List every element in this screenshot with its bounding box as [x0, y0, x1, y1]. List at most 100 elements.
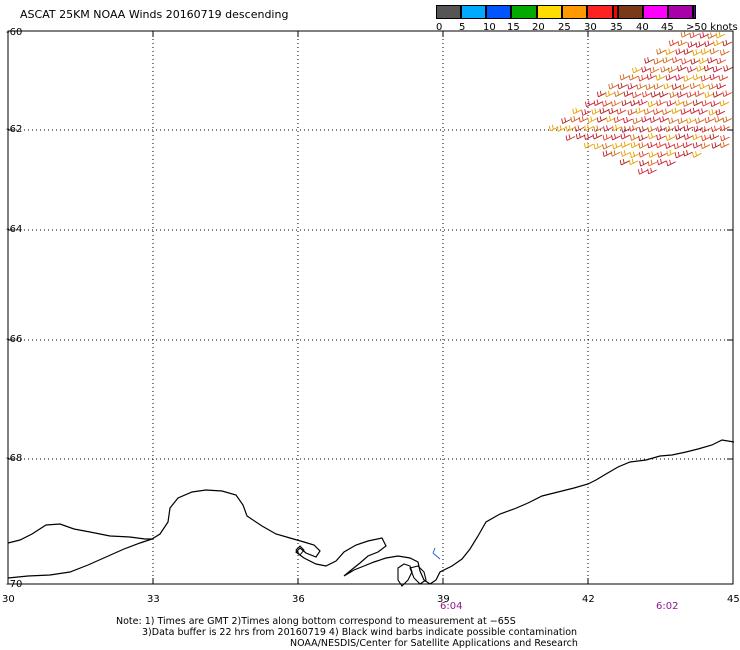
wind-barb: [707, 57, 717, 64]
wind-barb: [636, 83, 647, 90]
wind-barb: [646, 73, 657, 80]
legend-label-25: 25: [558, 22, 571, 33]
wind-barb: [665, 134, 676, 141]
wind-barb: [620, 141, 631, 148]
wind-barb: [720, 124, 730, 132]
wind-barb: [666, 100, 677, 107]
wind-barb: [665, 125, 675, 133]
lat-label-64: -64: [6, 224, 23, 235]
wind-barb: [655, 141, 666, 149]
wind-barb-blue: [432, 547, 441, 560]
wind-barb: [619, 158, 630, 166]
wind-barb: [708, 83, 718, 90]
wind-barb: [671, 83, 682, 91]
axis-ticks: [7, 30, 734, 585]
wind-barb: [655, 74, 666, 81]
wind-barb: [713, 39, 723, 47]
wind-barb: [621, 126, 631, 133]
wind-barb: [656, 99, 666, 107]
wind-barb: [570, 115, 581, 123]
wind-barb: [683, 48, 694, 55]
wind-barb: [674, 151, 685, 159]
wind-barb: [639, 160, 649, 167]
wind-barb: [715, 31, 726, 39]
grid-lines: [8, 31, 733, 584]
wind-barb: [722, 90, 732, 97]
wind-barb: [647, 141, 657, 149]
wind-barb: [647, 132, 658, 140]
wind-barb: [642, 91, 652, 98]
wind-barb: [593, 143, 604, 150]
wind-barb: [662, 56, 673, 64]
wind-barb: [674, 125, 685, 132]
wind-barb: [722, 39, 733, 47]
wind-barb: [641, 66, 651, 73]
wind-barb: [723, 65, 733, 72]
wind-barb: [683, 75, 693, 82]
note-line-3: NOAA/NESDIS/Center for Satellite Applica…: [290, 638, 578, 649]
wind-barb: [656, 48, 666, 55]
wind-barb: [712, 65, 723, 73]
wind-barb: [663, 82, 674, 90]
wind-barb: [612, 142, 622, 150]
wind-barb: [583, 133, 594, 140]
wind-barb: [715, 109, 726, 116]
wind-barb: [677, 117, 688, 125]
wind-barb: [630, 141, 641, 149]
chart-title: ASCAT 25KM NOAA Winds 20160719 descendin…: [20, 8, 289, 21]
wind-barb: [709, 73, 720, 81]
wind-barb: [638, 126, 649, 133]
legend-label-45: 45: [661, 22, 674, 33]
pass-time-1: 6:04: [440, 601, 463, 612]
legend-label-5: 5: [459, 22, 466, 33]
wind-barb: [667, 66, 678, 73]
wind-barb: [689, 82, 700, 90]
wind-barb: [690, 58, 701, 65]
lat-label-62: -62: [6, 124, 23, 135]
wind-barb: [650, 91, 661, 98]
wind-barb: [718, 74, 729, 82]
wind-barb: [695, 41, 706, 48]
legend-swatch-3: [511, 5, 537, 19]
wind-barb: [592, 132, 603, 140]
lon-label-42: 42: [582, 594, 595, 605]
legend-swatch-10: [668, 5, 693, 19]
wind-barb: [593, 99, 604, 106]
wind-barb: [644, 57, 654, 64]
wind-barb: [608, 107, 618, 115]
wind-barb: [719, 99, 730, 107]
wind-barb: [638, 74, 648, 82]
wind-barb: [612, 124, 622, 132]
wind-barb: [656, 133, 666, 141]
wind-barb: [692, 99, 703, 107]
island-east: [409, 565, 427, 585]
wind-barb: [648, 151, 659, 158]
wind-barb: [692, 142, 703, 149]
wind-barb: [602, 150, 613, 157]
wind-barb: [602, 134, 613, 141]
legend-label-15: 15: [507, 22, 520, 33]
wind-barb: [683, 150, 693, 157]
wind-barb: [666, 159, 676, 167]
wind-barb: [699, 32, 709, 39]
wind-barb: [665, 142, 675, 149]
wind-barb: [631, 91, 642, 99]
wind-barb: [627, 109, 638, 116]
wind-barb: [629, 151, 640, 159]
wind-barb: [629, 125, 639, 132]
wind-barb: [658, 91, 669, 98]
note-line-2: 3)Data buffer is 22 hrs from 20160719 4)…: [142, 627, 578, 638]
wind-barb: [680, 108, 691, 115]
wind-barb: [722, 116, 733, 123]
wind-barb: [686, 117, 696, 124]
wind-barb: [661, 108, 672, 116]
wind-barb: [657, 158, 667, 166]
lon-label-30: 30: [2, 594, 15, 605]
wind-barb: [699, 82, 709, 90]
island-west: [397, 563, 413, 587]
wind-barb: [720, 134, 730, 142]
wind-barb: [611, 100, 621, 107]
wind-barb: [686, 91, 697, 98]
wind-barb: [698, 108, 708, 115]
